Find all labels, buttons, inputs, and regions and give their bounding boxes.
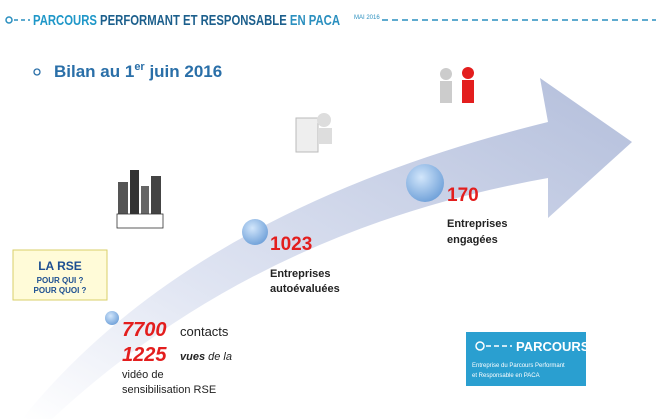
logo-line: Entreprise du Parcours Performant — [472, 363, 565, 369]
header-title: PARCOURS PERFORMANT ET RESPONSABLE EN PA… — [33, 12, 340, 29]
header-date: MAI 2016 — [354, 15, 380, 21]
figure-illustration — [296, 67, 474, 152]
milestone-number: 1225 — [122, 344, 167, 366]
milestone-text: contacts — [180, 324, 229, 339]
milestone-dot — [105, 311, 119, 325]
milestone-number: 1023 — [270, 234, 312, 255]
milestone-number: 170 — [447, 185, 479, 206]
milestone-text: vidéo de — [122, 369, 164, 381]
milestone-dot — [242, 219, 268, 245]
milestone-1: 7700 contacts — [122, 319, 229, 341]
milestone-text: de la — [208, 351, 232, 363]
milestone-text: sensibilisation RSE — [122, 384, 216, 396]
slide: PARCOURS PERFORMANT ET RESPONSABLE EN PA… — [0, 0, 664, 419]
milestone-2: 1225 vues de la vidéo de sensibilisation… — [122, 344, 232, 396]
milestone-text: autoévaluées — [270, 283, 340, 295]
parcours-logo: PARCOURS Entreprise du Parcours Performa… — [466, 332, 590, 386]
milestone-dot — [406, 164, 444, 202]
subtitle-text: juin 2016 — [145, 62, 222, 81]
milestone-text: engagées — [447, 234, 498, 246]
city-logo — [117, 170, 163, 228]
header-title-part: PARCOURS — [33, 12, 97, 29]
subtitle-text: Bilan au 1 — [54, 62, 134, 81]
milestone-bold: vues — [180, 351, 205, 363]
bullet — [34, 69, 40, 75]
milestone-text: vues de la — [180, 351, 232, 363]
header-title-part: PERFORMANT ET RESPONSABLE — [97, 12, 287, 29]
header-title-part: EN PACA — [287, 12, 340, 29]
rse-box: LA RSE POUR QUI ? POUR QUOI ? — [13, 250, 107, 300]
milestone-3: 1023 Entreprises autoévaluées — [270, 234, 340, 295]
header-icon — [6, 17, 12, 23]
logo-line: et Responsable en PACA — [472, 373, 540, 379]
rse-line: POUR QUI ? — [37, 276, 84, 285]
header: PARCOURS PERFORMANT ET RESPONSABLE EN PA… — [6, 12, 656, 29]
milestone-4: 170 Entreprises engagées — [447, 185, 508, 246]
logo-title: PARCOURS — [516, 339, 590, 354]
milestone-text: Entreprises — [447, 218, 508, 230]
subtitle: Bilan au 1er juin 2016 — [54, 61, 222, 81]
milestone-text: Entreprises — [270, 268, 331, 280]
rse-title: LA RSE — [38, 259, 82, 273]
milestone-number: 7700 — [122, 319, 167, 341]
rse-line: POUR QUOI ? — [34, 286, 87, 295]
